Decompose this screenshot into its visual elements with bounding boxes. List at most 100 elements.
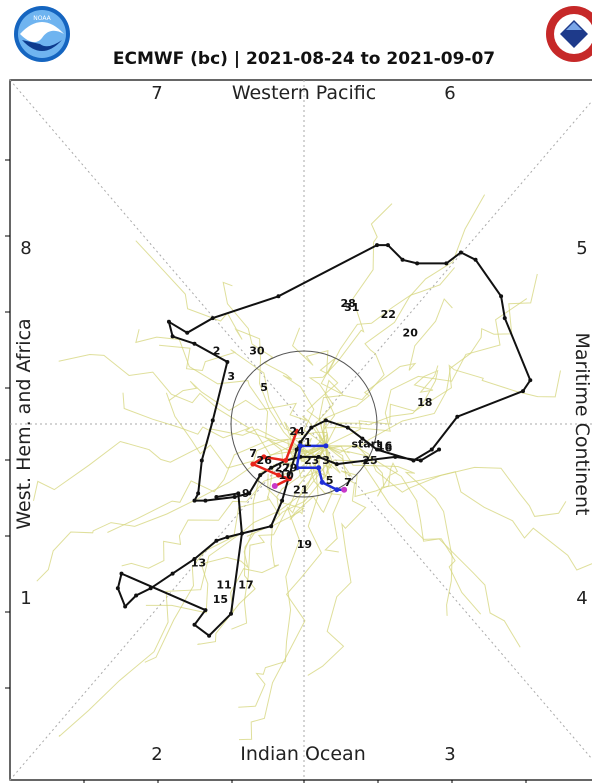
day-label: 19 — [297, 538, 312, 551]
observed-point — [458, 250, 463, 255]
ensemble-member-line — [222, 281, 327, 447]
ensemble-member-line — [121, 445, 327, 569]
forecast-mean-track — [250, 428, 348, 493]
observed-point — [309, 425, 314, 430]
observed-point — [276, 294, 281, 299]
observed-point — [170, 571, 175, 576]
observed-point — [207, 633, 212, 638]
day-label: 3 — [227, 370, 235, 383]
day-labels: 135 7911131517181920212223242526272829303… — [191, 297, 433, 606]
day-label: 31 — [344, 301, 359, 314]
amplitude-one-circle — [230, 350, 378, 498]
day-label: 1 — [304, 436, 312, 449]
observed-point — [225, 359, 230, 364]
ensemble-member-line — [318, 194, 486, 447]
day-label: 27 — [275, 461, 290, 474]
forecast-end-point — [341, 486, 348, 493]
observed-point — [375, 243, 379, 248]
observed-point — [196, 491, 201, 496]
observed-point — [210, 418, 215, 423]
observed-point — [437, 447, 442, 452]
phase-label-1: 1 — [20, 588, 31, 609]
ensemble-member-line — [322, 298, 528, 447]
day-label: 9 — [242, 487, 250, 500]
observed-point — [247, 491, 252, 496]
forecast-end-point — [271, 483, 278, 490]
observed-point — [239, 531, 244, 536]
observed-point — [199, 458, 204, 463]
observed-point — [400, 257, 405, 262]
observed-point — [166, 319, 171, 324]
observed-point — [323, 418, 328, 423]
observed-point — [214, 495, 219, 499]
region-top-label: Western Pacific — [232, 82, 376, 104]
observed-point — [269, 465, 274, 470]
day-label: 16 — [377, 440, 393, 453]
ensemble-member-line — [33, 428, 327, 501]
day-label: 24 — [289, 425, 305, 438]
forecast-days-1-7-point — [297, 443, 303, 449]
observed-point — [429, 447, 434, 452]
ensemble-member-line — [58, 353, 327, 457]
day-label: 30 — [249, 345, 265, 358]
ensemble-member-line — [135, 240, 327, 457]
day-label: 22 — [381, 308, 396, 321]
forecast-days-1-7-point — [334, 487, 340, 493]
phase-label-4: 4 — [576, 588, 587, 609]
observed-point — [214, 538, 219, 543]
observed-point — [345, 425, 350, 430]
observed-point — [236, 491, 241, 496]
forecast-days-1-7-point — [294, 465, 300, 471]
ensemble-member-line — [145, 445, 327, 614]
day-label: 18 — [417, 396, 432, 409]
observed-point — [192, 622, 197, 627]
observed-point — [203, 608, 208, 613]
day-label: 15 — [213, 593, 228, 606]
observed-point — [298, 440, 303, 445]
day-label: 23 — [304, 454, 319, 467]
observed-point — [418, 458, 423, 463]
observed-point — [294, 447, 299, 452]
observed-point — [134, 593, 139, 598]
ensemble-member-line — [322, 298, 453, 446]
forecast-days-8-14-point — [283, 458, 289, 463]
observed-point — [185, 330, 190, 335]
observed-point — [258, 473, 263, 478]
day-label: 17 — [238, 578, 253, 591]
phase-label-3: 3 — [444, 744, 455, 765]
phase-label-6: 6 — [444, 83, 455, 104]
ensemble-member-line — [308, 203, 393, 447]
ensemble-member-line — [325, 445, 453, 616]
day-label: 3 — [322, 454, 330, 467]
forecast-days-1-7-point — [319, 479, 325, 485]
forecast-days-8-14-point — [294, 428, 300, 434]
ensemble-member-line — [325, 364, 561, 447]
observed-point — [232, 495, 237, 499]
observed-point — [203, 498, 208, 503]
ensemble-member-line — [306, 267, 455, 447]
observed-point — [123, 604, 128, 609]
day-label: 5 — [260, 381, 268, 394]
noaa-logo-text: NOAA — [33, 15, 51, 22]
day-label: 5 — [326, 474, 334, 487]
ensemble-member-line — [58, 445, 329, 737]
ensemble-member-line — [325, 365, 439, 447]
observed-point — [393, 454, 398, 459]
ensemble-member-line — [238, 445, 327, 708]
observed-track — [115, 243, 533, 638]
observed-point — [360, 436, 365, 441]
day-label: 26 — [257, 454, 273, 467]
observed-point — [364, 458, 369, 463]
ensemble-member-line — [308, 434, 342, 553]
ensemble-member-line — [238, 445, 327, 741]
unit-circle — [230, 350, 378, 498]
ensemble-member-line — [307, 445, 367, 676]
observed-point — [148, 586, 153, 591]
day-label: 13 — [191, 556, 206, 569]
day-label: 21 — [293, 483, 308, 496]
ensemble-members — [33, 194, 592, 741]
region-bottom-label: Indian Ocean — [240, 743, 366, 765]
ensemble-member-line — [197, 445, 329, 645]
day-label: 16 — [377, 442, 393, 455]
